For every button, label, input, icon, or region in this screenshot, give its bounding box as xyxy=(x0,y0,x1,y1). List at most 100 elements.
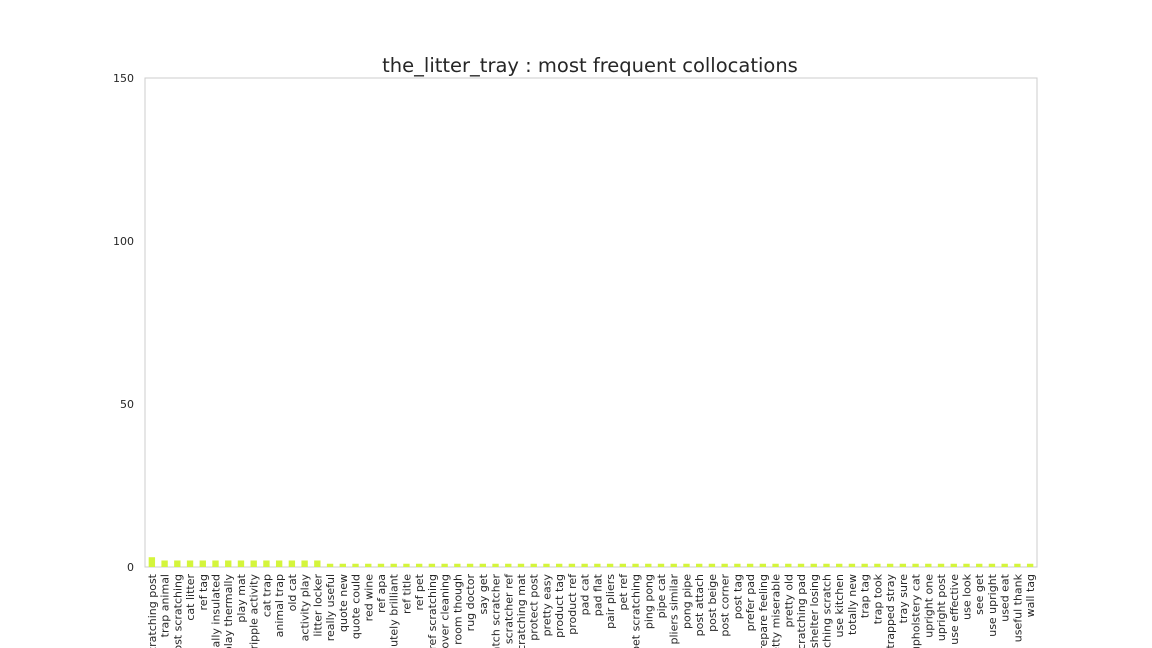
x-tick-label: quote new xyxy=(337,574,350,632)
y-tick-label: 50 xyxy=(120,398,134,411)
x-tick-label: pretty easy xyxy=(540,574,553,637)
x-tick-label: litter locker xyxy=(311,574,324,637)
bar xyxy=(645,563,652,567)
chart-title: the_litter_tray : most frequent collocat… xyxy=(382,54,798,77)
x-tick-label: old cat xyxy=(286,573,299,611)
bar xyxy=(212,560,219,567)
x-tick-label: say get xyxy=(477,573,490,614)
x-tick-label: upholstery cat xyxy=(910,573,923,648)
x-tick-label: ref pet xyxy=(413,573,426,610)
bar xyxy=(250,560,257,567)
bar xyxy=(759,563,767,567)
bar xyxy=(326,563,334,567)
x-tick-label: animal trap xyxy=(273,574,286,637)
x-tick-label: pet ref xyxy=(617,573,630,611)
bar xyxy=(836,563,843,567)
bar xyxy=(785,563,792,567)
bar xyxy=(772,563,779,567)
x-tick-label: pong pipe xyxy=(680,574,693,629)
x-tick-label: scratcher ref xyxy=(502,573,515,644)
x-axis-tick-labels: scratching post trap animal post scratchin… xyxy=(146,573,1037,648)
bar xyxy=(1001,563,1008,567)
x-tick-label: pretty miserable xyxy=(770,574,783,648)
bar xyxy=(797,563,805,567)
bar xyxy=(606,563,614,567)
x-tick-label: post scratching xyxy=(171,574,184,648)
bar xyxy=(988,563,996,567)
x-tick-label: used eat xyxy=(999,573,1012,621)
bar xyxy=(199,560,206,567)
bar xyxy=(912,563,919,567)
bar xyxy=(632,563,639,567)
bar xyxy=(848,563,856,567)
bar xyxy=(275,560,283,567)
bar xyxy=(339,563,346,567)
x-tick-label: totally new xyxy=(846,574,859,635)
x-tick-label: scratch scratcher xyxy=(490,574,503,648)
x-tick-label: upright post xyxy=(935,573,948,641)
x-tick-label: use look xyxy=(960,573,973,619)
bar xyxy=(823,563,830,567)
bar xyxy=(1026,563,1034,567)
bar xyxy=(810,563,817,567)
x-tick-label: trap animal xyxy=(159,574,172,637)
bar xyxy=(415,563,423,567)
bar xyxy=(543,563,550,567)
x-tick-label: cat trap xyxy=(260,574,273,617)
bar xyxy=(479,563,486,567)
x-tick-label: trapped stray xyxy=(884,574,897,648)
x-tick-label: upright one xyxy=(922,574,935,638)
bar xyxy=(708,563,716,567)
bar xyxy=(441,563,448,567)
bar xyxy=(492,563,499,567)
x-tick-label: scratching mat xyxy=(515,573,528,648)
bar xyxy=(581,563,588,567)
x-tick-label: see get xyxy=(973,573,986,615)
x-tick-label: product tag xyxy=(553,574,566,638)
bar xyxy=(517,563,525,567)
bar xyxy=(886,563,894,567)
bar xyxy=(237,560,245,567)
bar xyxy=(454,563,461,567)
bar xyxy=(288,560,296,567)
x-tick-label: use upright xyxy=(986,573,999,636)
x-tick-label: pipe cat xyxy=(655,573,668,618)
bar xyxy=(365,563,372,567)
bar xyxy=(696,563,703,567)
bar xyxy=(225,560,232,567)
bar xyxy=(428,563,436,567)
bar xyxy=(161,560,168,567)
x-tick-label: use kitchen xyxy=(833,574,846,637)
x-tick-label: room though xyxy=(451,574,464,645)
x-tick-label: pad cat xyxy=(579,573,592,615)
bar xyxy=(505,563,512,567)
x-tick-label: wall tag xyxy=(1024,574,1037,617)
plot-frame xyxy=(144,77,1038,568)
bar xyxy=(619,563,627,567)
y-tick-label: 150 xyxy=(113,72,134,85)
x-tick-label: post attach xyxy=(693,574,706,636)
x-tick-label: scratching post xyxy=(146,573,159,648)
x-tick-label: ref scratching xyxy=(426,574,439,648)
bar xyxy=(1014,563,1021,567)
bar xyxy=(925,563,932,567)
x-tick-label: absolutely brilliant xyxy=(388,573,401,648)
bar xyxy=(950,563,957,567)
bar xyxy=(861,563,868,567)
bar xyxy=(301,560,308,567)
x-tick-label: activity play xyxy=(299,574,312,642)
bar xyxy=(314,560,321,567)
bar xyxy=(670,563,677,567)
bar xyxy=(186,560,194,567)
bar xyxy=(683,563,690,567)
x-tick-label: scratching pad xyxy=(795,574,808,648)
y-axis-ticks: 0 50 100 150 xyxy=(113,72,134,574)
x-tick-label: play thermally xyxy=(222,574,235,648)
x-tick-label: trap tag xyxy=(859,574,872,618)
x-tick-label: useful thank xyxy=(1011,573,1024,642)
x-tick-label: thermally insulated xyxy=(210,574,223,648)
bar xyxy=(263,560,270,567)
x-tick-label: pretty old xyxy=(782,574,795,627)
x-tick-label: pad flat xyxy=(591,573,604,616)
